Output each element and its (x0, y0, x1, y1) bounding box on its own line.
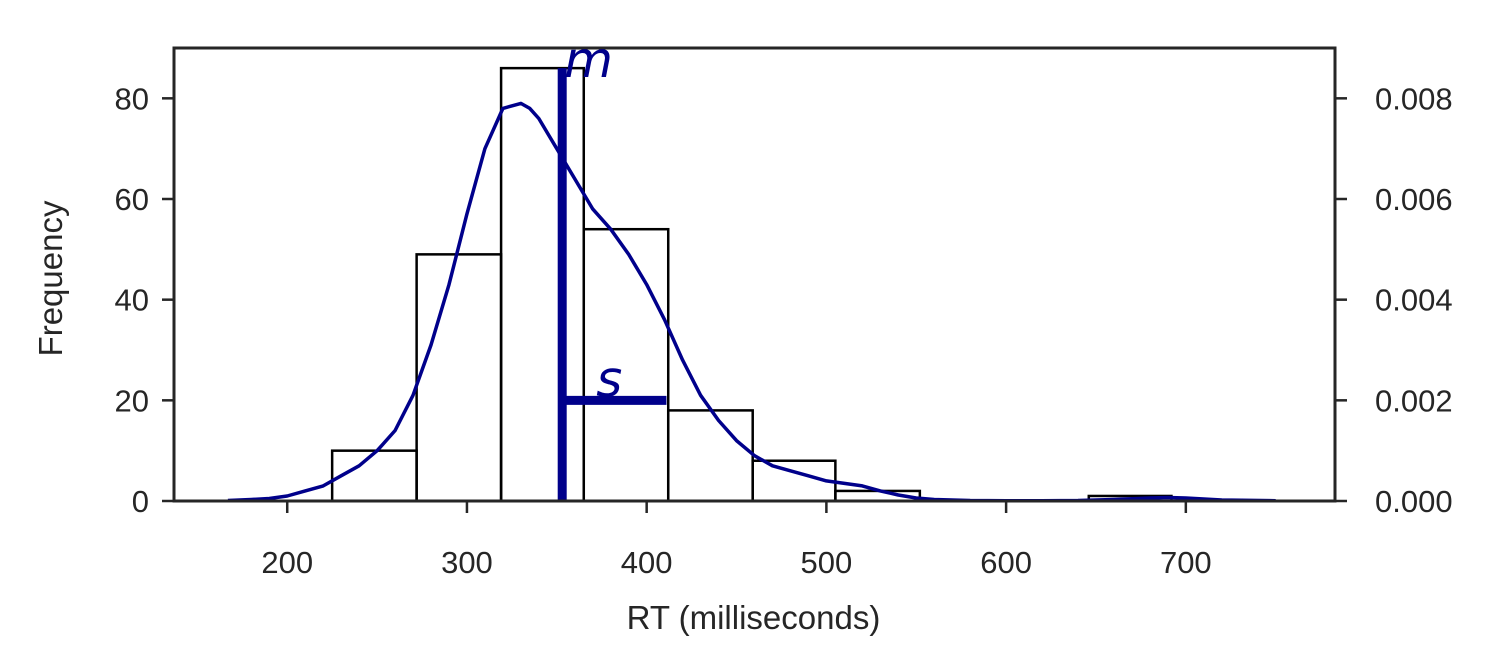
y2-tick-label: 0.000 (1375, 484, 1453, 519)
histogram-bar (666, 409, 754, 503)
x-axis-ticks: 200 300 400 500 600 700 (261, 501, 1212, 580)
y-tick-label: 40 (115, 283, 149, 318)
histogram-bars (330, 66, 1173, 503)
x-tick-label: 700 (1160, 545, 1212, 580)
histogram-bar (499, 66, 586, 503)
y-tick-label: 80 (115, 81, 149, 116)
x-tick-label: 300 (441, 545, 493, 580)
y-axis-ticks: 0 20 40 60 80 (115, 81, 174, 519)
mean-label: m (564, 31, 613, 89)
histogram-bar (330, 449, 418, 503)
y2-axis-ticks: 0.000 0.002 0.004 0.006 0.008 (1335, 81, 1453, 519)
x-axis-label: RT (milliseconds) (627, 599, 881, 636)
y2-tick-label: 0.008 (1375, 81, 1453, 116)
x-tick-label: 200 (261, 545, 313, 580)
y2-tick-label: 0.002 (1375, 383, 1453, 418)
histogram-bar (415, 253, 503, 503)
y-tick-label: 0 (132, 484, 149, 519)
y2-tick-label: 0.006 (1375, 182, 1453, 217)
sd-label: s (596, 350, 622, 408)
x-tick-label: 400 (621, 545, 673, 580)
y-tick-label: 60 (115, 182, 149, 217)
x-tick-label: 500 (801, 545, 853, 580)
plot-frame (172, 46, 1337, 503)
y2-tick-label: 0.004 (1375, 283, 1453, 318)
y-axis-label: Frequency (32, 200, 69, 356)
stat-markers (557, 68, 667, 501)
x-tick-label: 600 (980, 545, 1032, 580)
y-tick-label: 20 (115, 383, 149, 418)
